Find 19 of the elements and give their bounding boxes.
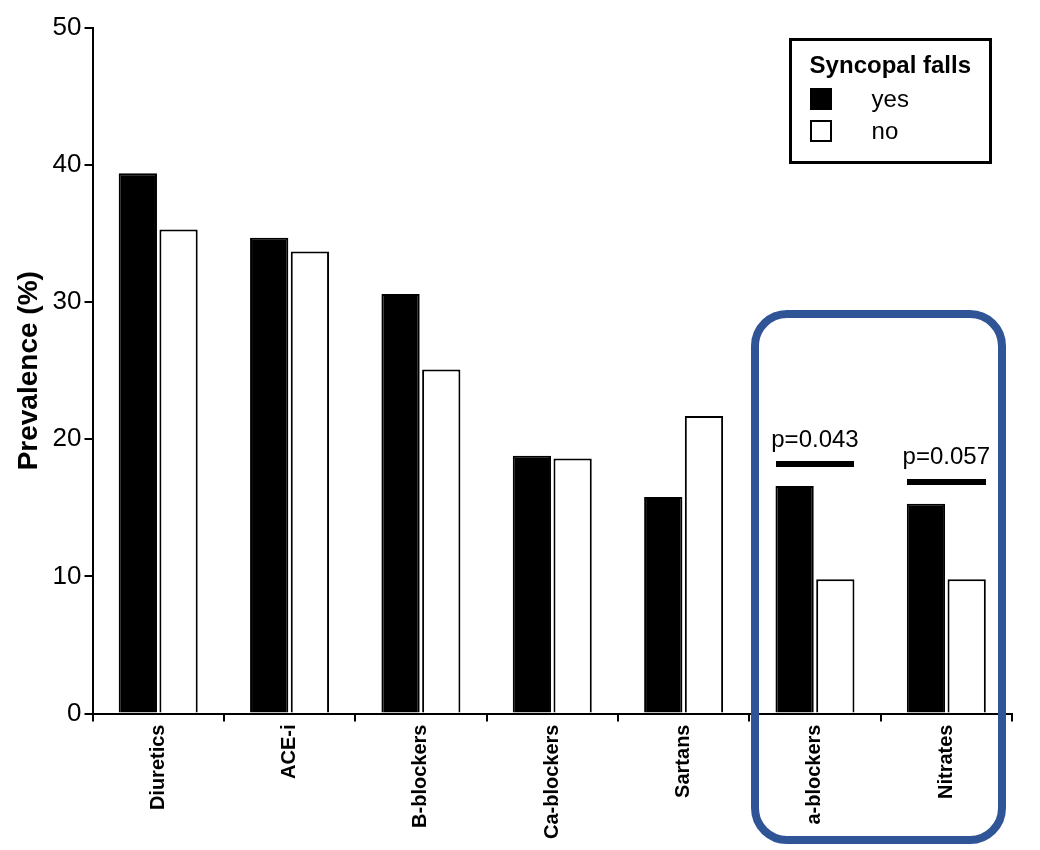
x-tick-label: Ca-blockers — [539, 724, 562, 840]
y-tick-label: 20 — [52, 422, 82, 453]
annotation: p=0.057 — [902, 442, 991, 470]
x-tick-label: B-blockers — [408, 724, 431, 828]
legend-label: no — [871, 117, 899, 145]
x-tick-label: Nitrates — [933, 724, 956, 799]
legend-label: yes — [871, 85, 909, 113]
y-tick-label: 0 — [67, 696, 82, 727]
y-axis-title: Prevalence (%) — [11, 271, 43, 471]
y-tick-label: 10 — [52, 559, 82, 590]
y-tick-label: 40 — [52, 148, 82, 179]
annotation: p=0.043 — [771, 424, 859, 452]
x-tick-label: a-blockers — [802, 724, 825, 825]
legend-title: Syncopal falls — [809, 51, 971, 79]
y-tick-label: 50 — [52, 11, 82, 42]
x-tick-label: Sartans — [671, 724, 694, 798]
x-tick-label: ACE-i — [277, 724, 300, 779]
x-tick-label: Diuretics — [145, 724, 168, 811]
y-tick-label: 30 — [52, 285, 82, 316]
